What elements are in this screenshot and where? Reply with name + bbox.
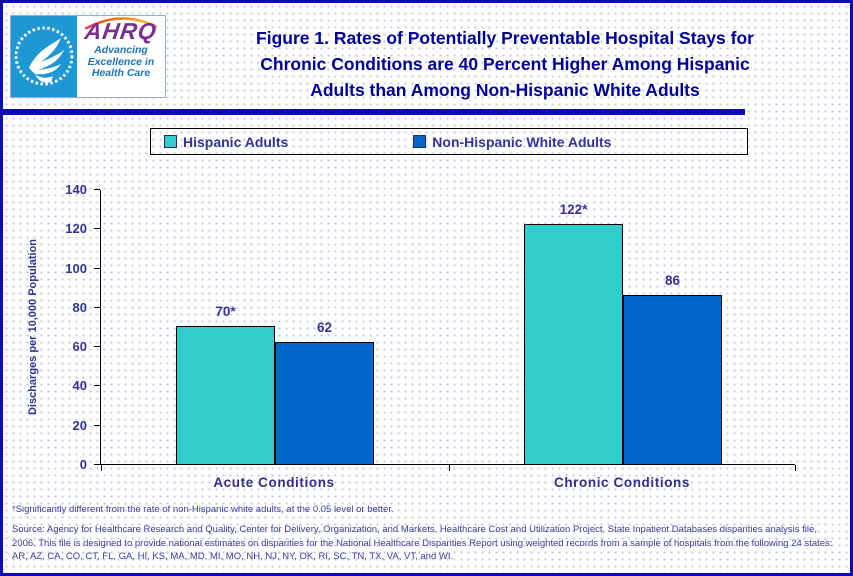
y-tick-label: 60: [72, 339, 87, 355]
tagline-line: Health Care: [91, 67, 151, 79]
legend-label-hispanic: Hispanic Adults: [183, 133, 289, 150]
significance-footnote: *Significantly different from the rate o…: [12, 504, 394, 515]
plot-area: 70* 122* 62 86: [100, 190, 796, 471]
bar-acute-conditions-series-1: [275, 342, 374, 464]
x-axis-tick: [449, 465, 450, 471]
tagline-line: Excellence in: [87, 55, 155, 68]
ahrq-logo: AHRQ Advancing Excellence in Health Care: [77, 16, 165, 97]
legend-swatch-non-hispanic-white: [413, 135, 427, 148]
bar-value-label: 86: [664, 273, 681, 288]
ahrq-rainbow-arc-icon: [84, 17, 158, 29]
y-tick-mark: [94, 346, 100, 348]
bar-chronic-conditions-series-0: [524, 224, 623, 464]
y-tick-mark: [94, 228, 100, 230]
category-label: Chronic Conditions: [553, 475, 691, 490]
y-tick-mark: [94, 267, 100, 269]
header-divider: [3, 109, 745, 115]
legend-item-hispanic: Hispanic Adults: [164, 134, 288, 150]
x-axis-tick: [795, 465, 796, 471]
source-note: Source: Agency for Healthcare Research a…: [12, 524, 833, 562]
y-tick-label: 40: [72, 378, 87, 394]
y-tick-label: 0: [79, 457, 87, 472]
bar-value-label: 70*: [215, 304, 236, 319]
y-tick-mark: [94, 306, 100, 308]
y-tick-mark: [94, 189, 100, 190]
y-tick-label: 80: [72, 299, 87, 315]
title-line-2: Chronic Conditions are 40 Percent Higher…: [260, 54, 750, 74]
x-axis-category-labels: Acute Conditions Chronic Conditions: [100, 475, 795, 495]
title-line-1: Figure 1. Rates of Potentially Preventab…: [256, 28, 754, 48]
legend-swatch-hispanic: [164, 135, 177, 148]
bar-chronic-conditions-series-1: [623, 295, 722, 464]
chart-legend: Hispanic Adults Non-Hispanic White Adult…: [150, 128, 748, 155]
title-line-3: Adults than Among Non-Hispanic White Adu…: [310, 80, 700, 100]
figure-title: Figure 1. Rates of Potentially Preventab…: [171, 25, 839, 103]
hhs-ahrq-logo: AHRQ Advancing Excellence in Health Care: [10, 15, 166, 98]
y-tick-label: 100: [65, 260, 87, 276]
y-tick-mark: [94, 424, 100, 426]
legend-item-non-hispanic-white: Non-Hispanic White Adults: [413, 134, 611, 150]
legend-label-non-hispanic-white: Non-Hispanic White Adults: [432, 133, 612, 150]
bar-value-label: 122*: [559, 202, 588, 217]
ahrq-tagline: Advancing Excellence in Health Care: [77, 44, 165, 80]
hhs-seal-icon: [11, 16, 77, 97]
y-tick-mark: [94, 464, 100, 465]
y-tick-label: 140: [65, 182, 87, 197]
y-axis: 0 20 40 60 80 100 120 140: [3, 182, 100, 472]
category-label: Acute Conditions: [213, 475, 335, 490]
bar-value-label: 62: [316, 320, 333, 335]
bar-acute-conditions-series-0: [176, 326, 275, 464]
tagline-line: Advancing: [94, 44, 148, 56]
y-tick-mark: [94, 385, 100, 387]
ahrq-wordmark: AHRQ: [83, 18, 159, 44]
y-tick-label: 20: [72, 417, 87, 433]
x-axis-tick: [101, 465, 102, 471]
y-tick-label: 120: [65, 221, 87, 237]
